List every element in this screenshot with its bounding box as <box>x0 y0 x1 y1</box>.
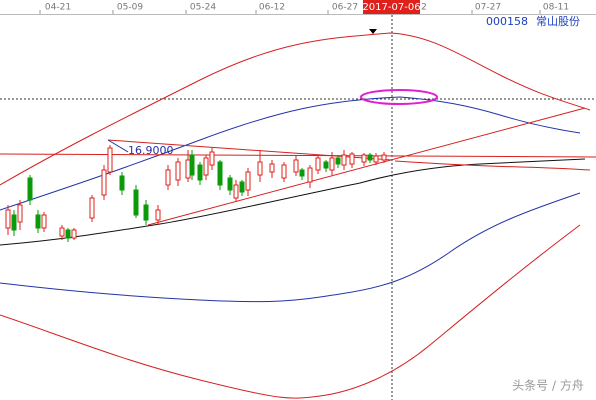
cursor-date: 2017-07-06 <box>362 2 420 13</box>
date-label: 08-11 <box>543 3 569 13</box>
resistance-line <box>0 153 596 158</box>
upper-band-outer <box>0 32 591 186</box>
date-label: 05-24 <box>190 3 216 13</box>
price-pointer <box>107 139 129 153</box>
stock-name: 常山股份 <box>536 15 580 28</box>
stock-code: 000158 <box>486 15 528 28</box>
lower-band-inner <box>0 192 581 303</box>
date-label: 06-27 <box>332 3 358 13</box>
date-ticks <box>39 10 541 14</box>
moving-average <box>0 158 586 246</box>
date-label: 05-09 <box>117 3 143 13</box>
candles-up <box>5 145 387 240</box>
cursor-date-box <box>363 0 420 14</box>
watermark: 头条号 / 方舟 <box>512 378 584 393</box>
candles-down <box>11 150 373 242</box>
date-label: 04-21 <box>45 3 71 13</box>
date-label: 07-27 <box>475 3 501 13</box>
support-line <box>147 107 586 226</box>
lower-band-outer <box>0 224 581 399</box>
price-label: 16.9000 <box>128 144 174 157</box>
date-label: 06-12 <box>259 3 285 13</box>
highlight-ellipse <box>360 89 438 105</box>
ma-red <box>394 160 591 171</box>
cursor-marker <box>369 29 377 34</box>
date-label: 2 <box>421 3 427 13</box>
